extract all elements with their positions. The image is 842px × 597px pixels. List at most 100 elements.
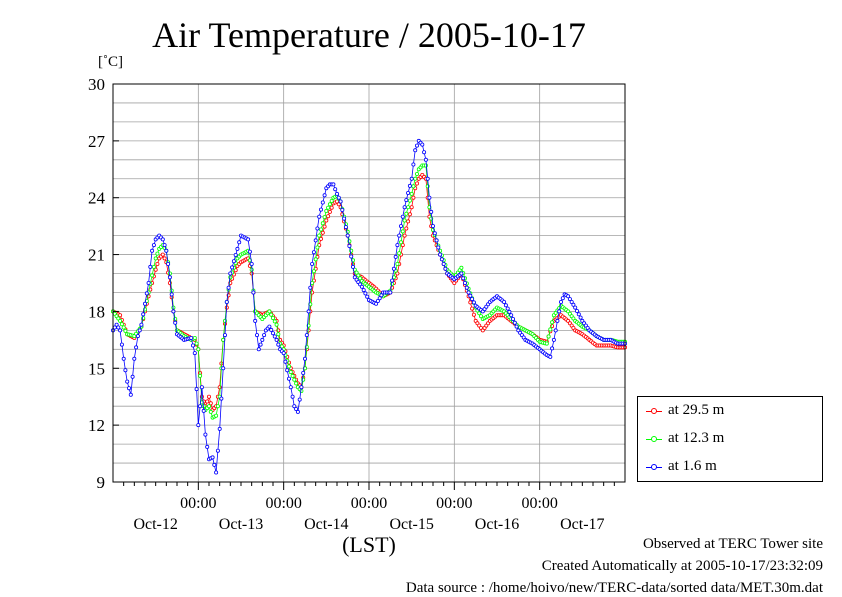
site-note: Observed at TERC Tower site (642, 536, 823, 552)
data-point (311, 269, 316, 274)
day-label: Oct-12 (133, 516, 177, 533)
data-point (359, 284, 364, 289)
data-point (205, 444, 210, 449)
day-label: Oct-13 (219, 516, 263, 533)
data-point (423, 157, 428, 162)
legend-label-1-6m: at 1.6 m (668, 458, 717, 474)
data-point (132, 356, 137, 361)
data-point (142, 301, 147, 306)
data-point (557, 309, 562, 314)
data-point (281, 351, 286, 356)
x-axis-label: (LST) (342, 532, 396, 557)
data-point (171, 309, 176, 314)
data-point (151, 264, 156, 269)
data-point (507, 309, 512, 314)
legend-label-29-5m: at 29.5 m (668, 402, 725, 418)
data-point (290, 394, 295, 399)
data-point (148, 264, 153, 269)
data-point (272, 319, 277, 324)
data-point (286, 376, 291, 381)
data-point (393, 254, 398, 259)
data-point (208, 409, 213, 414)
data-point (407, 212, 412, 217)
data-point (206, 394, 211, 399)
data-point (429, 209, 434, 214)
data-point (192, 335, 197, 340)
data-point (254, 333, 259, 338)
data-point (571, 302, 576, 307)
data-point (267, 324, 272, 329)
data-point (397, 251, 402, 256)
data-point (139, 322, 144, 327)
data-point (509, 313, 514, 318)
data-point (231, 259, 236, 264)
data-point (196, 347, 201, 352)
data-point (118, 318, 123, 323)
data-point (336, 195, 341, 200)
data-point (438, 252, 443, 257)
y-tick-label: 24 (88, 189, 106, 208)
data-point (127, 386, 132, 391)
data-point (222, 333, 227, 338)
data-point (569, 299, 574, 304)
data-point (439, 257, 444, 262)
data-point (566, 294, 571, 299)
data-point (553, 328, 558, 333)
data-point (407, 198, 412, 203)
data-point (141, 312, 146, 317)
data-point (347, 243, 352, 248)
data-point (292, 377, 297, 382)
data-point (116, 325, 121, 330)
data-point (374, 301, 379, 306)
data-point (550, 320, 555, 325)
data-point (391, 266, 396, 271)
data-point (575, 308, 580, 313)
y-tick-label: 30 (88, 75, 105, 94)
data-point (151, 243, 156, 248)
data-point (331, 182, 336, 187)
data-point (462, 280, 467, 285)
data-point (310, 261, 315, 266)
data-point (249, 261, 254, 266)
data-point (160, 252, 165, 257)
data-point (199, 385, 204, 390)
data-point (505, 306, 510, 311)
data-point (297, 397, 302, 402)
data-point (413, 176, 418, 181)
data-point (345, 233, 350, 238)
data-point (398, 224, 403, 229)
data-point (326, 214, 331, 219)
data-point (336, 202, 341, 207)
data-point (317, 214, 322, 219)
data-point (471, 312, 476, 317)
data-point (246, 237, 251, 242)
data-point (327, 202, 332, 207)
y-tick-label: 21 (88, 246, 105, 265)
series-group (111, 138, 628, 475)
data-point (155, 251, 160, 256)
data-point (397, 233, 402, 238)
data-point (434, 238, 439, 243)
data-point (166, 261, 171, 266)
data-point (217, 426, 222, 431)
data-point (294, 406, 299, 411)
data-point (576, 312, 581, 317)
data-point (153, 256, 158, 261)
data-point (560, 296, 565, 301)
data-point (324, 218, 329, 223)
data-point (468, 293, 473, 298)
day-label: Oct-16 (475, 516, 519, 533)
data-point (217, 385, 222, 390)
data-point (342, 216, 347, 221)
data-point (470, 297, 475, 302)
y-tick-label: 18 (88, 302, 105, 321)
data-point (313, 238, 318, 243)
data-point (514, 324, 519, 329)
data-point (320, 200, 325, 205)
data-point (414, 143, 419, 148)
data-point (123, 368, 128, 373)
data-point (427, 195, 432, 200)
data-point (548, 327, 553, 332)
legend-entry-12-3m: at 12.3 m (646, 429, 816, 449)
data-point (334, 191, 339, 196)
